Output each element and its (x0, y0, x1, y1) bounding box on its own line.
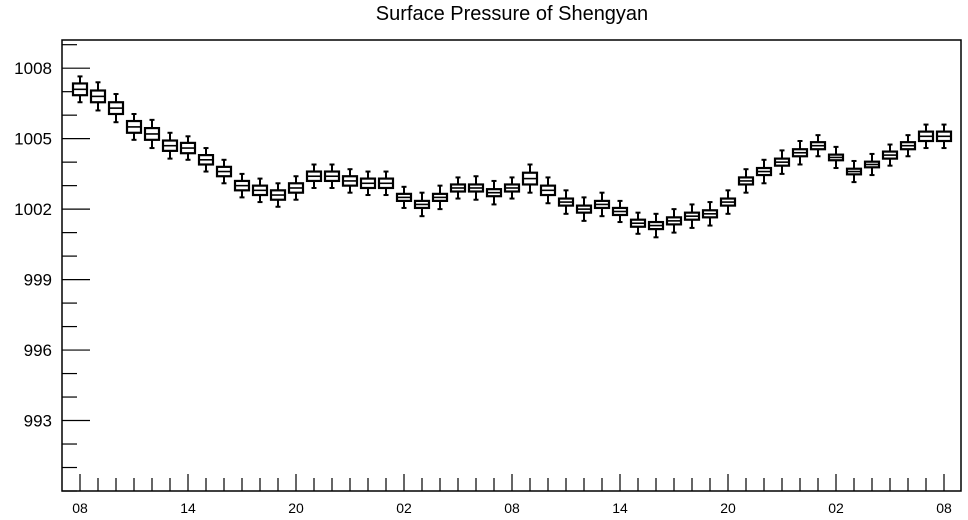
box-mark (431, 184, 449, 211)
x-tick-label: 14 (612, 500, 628, 516)
box-mark (773, 149, 791, 175)
box-mark (161, 131, 179, 160)
box-mark (233, 172, 251, 199)
box-mark (737, 168, 755, 194)
x-tick-label: 02 (396, 500, 412, 516)
y-tick-label: 1005 (14, 130, 52, 149)
box-mark (557, 189, 575, 215)
box-mark (269, 182, 287, 208)
box-mark (683, 203, 701, 229)
box-mark (863, 152, 881, 177)
x-tick-label: 14 (180, 500, 196, 516)
box-series (71, 75, 953, 239)
x-tick-label: 20 (288, 500, 304, 516)
box-mark (719, 189, 737, 215)
box-mark (701, 201, 719, 227)
box-mark (251, 177, 269, 204)
box-mark (287, 175, 305, 201)
box-mark (143, 118, 161, 150)
box-mark (647, 212, 665, 239)
box-mark (341, 168, 359, 194)
y-tick-label: 1008 (14, 59, 52, 78)
box-mark (539, 176, 557, 205)
x-tick-label: 02 (828, 500, 844, 516)
box-mark (881, 143, 899, 167)
x-tick-label: 08 (504, 500, 520, 516)
box-mark (827, 145, 845, 170)
y-axis: 1008 1005 1002 999 996 993 (14, 44, 90, 492)
box-mark (521, 163, 539, 194)
plot-frame (61, 39, 962, 492)
box-mark (575, 196, 593, 222)
box-mark (665, 208, 683, 234)
box-mark (791, 140, 809, 166)
box-mark (503, 176, 521, 200)
box-mark (89, 81, 107, 112)
x-tick-label: 20 (720, 500, 736, 516)
box-mark (755, 158, 773, 185)
box-mark (449, 176, 467, 200)
chart-title: Surface Pressure of Shengyan (375, 3, 649, 25)
y-tick-label: 996 (24, 341, 52, 360)
box-mark (197, 147, 215, 173)
y-tick-label: 999 (24, 271, 52, 290)
box-mark (467, 175, 485, 201)
x-tick-label: 08 (72, 500, 88, 516)
box-mark (377, 170, 395, 197)
box-mark (629, 211, 647, 235)
box-mark (845, 159, 863, 184)
box-mark (485, 179, 503, 206)
y-tick-label: 993 (24, 412, 52, 431)
box-mark (323, 163, 341, 189)
box-mark (71, 75, 89, 104)
x-axis: 08 14 20 02 08 14 20 02 08 (72, 474, 952, 516)
box-mark (107, 93, 125, 124)
box-mark (305, 163, 323, 189)
y-tick-label: 1002 (14, 200, 52, 219)
box-mark (359, 170, 377, 197)
x-tick-label: 08 (936, 500, 952, 516)
box-mark (179, 135, 197, 161)
box-mark (809, 134, 827, 158)
box-mark (935, 123, 953, 150)
box-mark (395, 185, 413, 209)
box-mark (413, 191, 431, 218)
box-mark (611, 199, 629, 224)
box-mark (899, 134, 917, 158)
box-mark (917, 123, 935, 150)
box-mark (125, 112, 143, 141)
box-mark (215, 158, 233, 185)
box-mark (593, 191, 611, 218)
